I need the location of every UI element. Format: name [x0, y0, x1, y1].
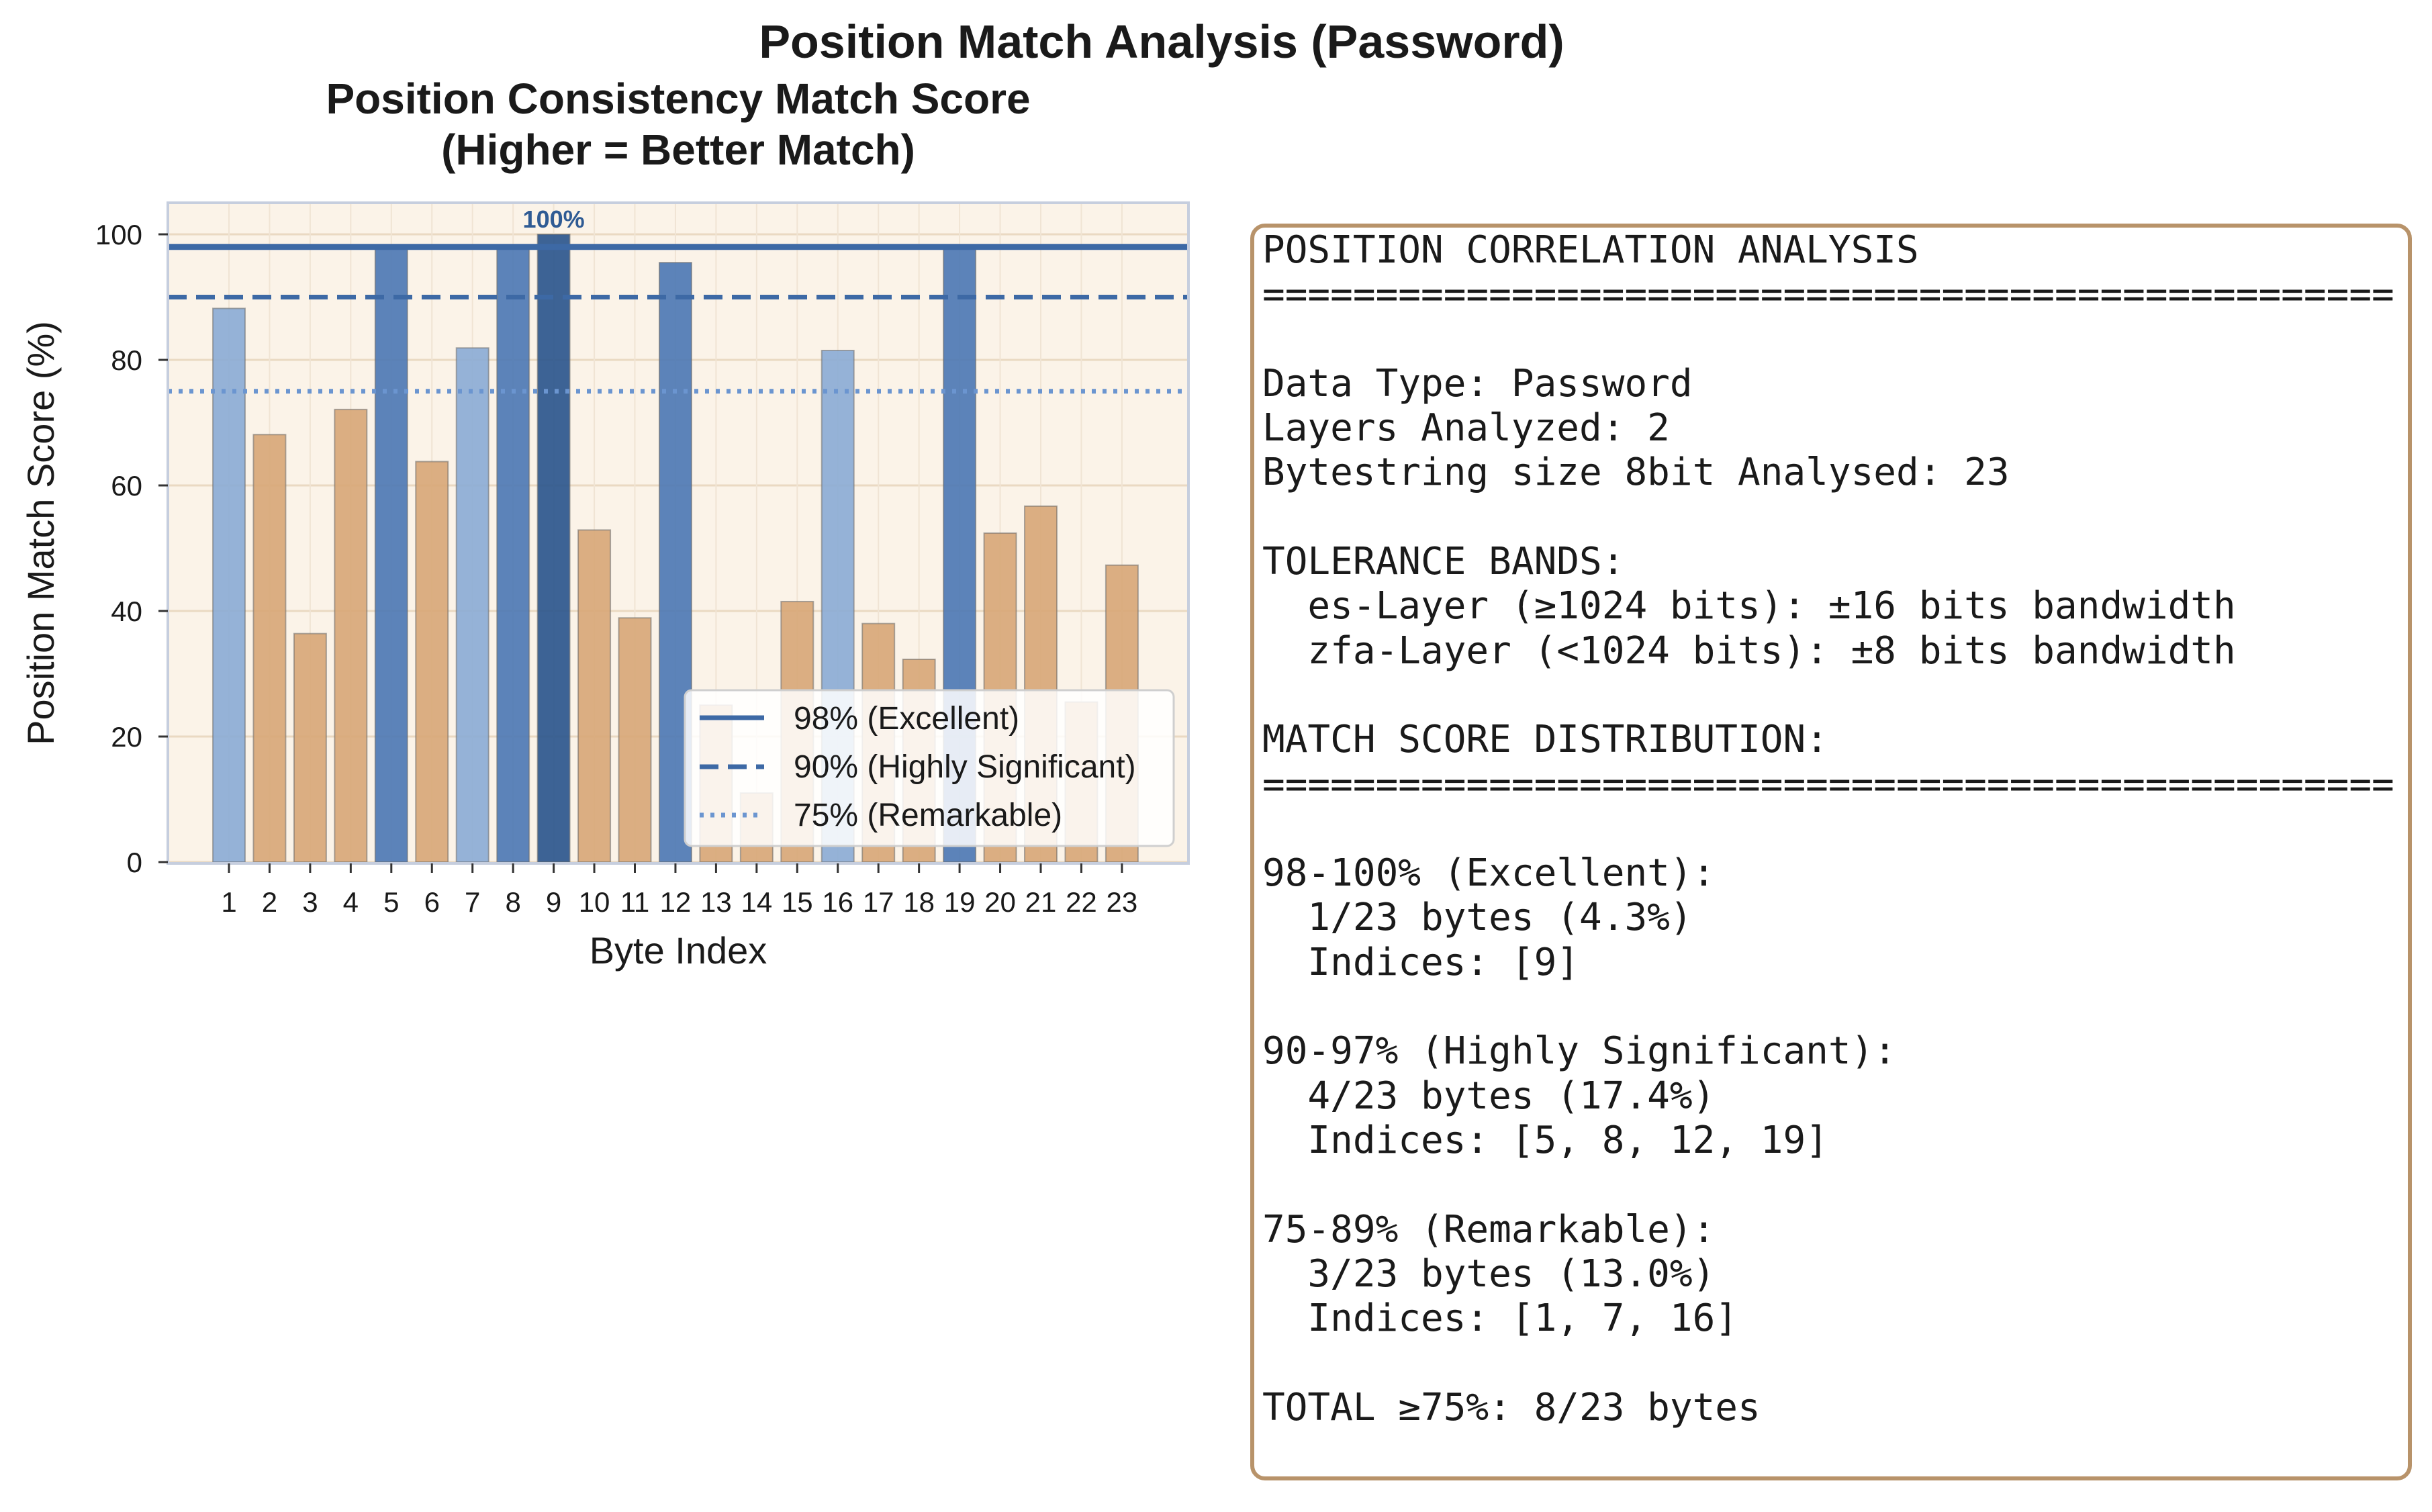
plot-frame [167, 201, 1190, 865]
legend: 98% (Excellent) 90% (Highly Significant)… [684, 689, 1175, 847]
bar-11 [618, 617, 652, 863]
x-tick-label: 14 [741, 886, 772, 918]
y-tick-label: 20 [111, 721, 142, 753]
x-tick-label: 22 [1066, 886, 1097, 918]
x-tick-label: 12 [660, 886, 692, 918]
x-tick-label: 16 [822, 886, 853, 918]
x-tick-label: 1 [221, 886, 236, 918]
y-tick-label: 100 [95, 219, 142, 250]
y-tick-label: 0 [127, 847, 142, 878]
x-tick-label: 19 [944, 886, 976, 918]
x-tick-label: 23 [1107, 886, 1138, 918]
max-bar-annotation: 100% [523, 205, 585, 233]
bar-4 [334, 408, 368, 863]
y-tick-label: 60 [111, 470, 142, 502]
x-tick-label: 21 [1025, 886, 1057, 918]
x-tick-label: 10 [579, 886, 610, 918]
bar-6 [415, 461, 449, 863]
x-tick-label: 13 [700, 886, 732, 918]
x-tick-label: 3 [302, 886, 318, 918]
bar-7 [455, 347, 489, 863]
x-tick-label: 6 [424, 886, 440, 918]
bar-9 [536, 234, 571, 863]
y-tick-label: 80 [111, 344, 142, 376]
bar-2 [252, 434, 287, 863]
legend-label-remarkable: 75% (Remarkable) [794, 798, 1062, 833]
x-tick-label: 2 [262, 886, 277, 918]
bar-1 [212, 308, 246, 863]
y-axis-label: Position Match Score (%) [19, 321, 62, 745]
legend-box [684, 689, 1175, 847]
x-tick-label: 18 [903, 886, 935, 918]
analysis-panel [1250, 224, 2412, 1480]
x-tick-label: 20 [984, 886, 1016, 918]
x-axis-ticks: 1 2 3 4 5 6 7 8 9 10 11 12 13 14 15 16 17 18 19 20 21 22 23 [221, 863, 1137, 918]
x-tick-label: 5 [383, 886, 399, 918]
x-tick-label: 8 [505, 886, 520, 918]
x-tick-label: 17 [863, 886, 894, 918]
reference-lines [168, 244, 1188, 394]
analysis-panel-text: POSITION CORRELATION ANALYSIS ==========… [1262, 228, 2394, 1429]
x-tick-label: 7 [465, 886, 480, 918]
figure-suptitle: Position Match Analysis (Password) [759, 15, 1564, 68]
y-axis-ticks: 0 20 40 60 80 100 [95, 219, 168, 878]
bar-8 [496, 246, 530, 863]
legend-label-highly-significant: 90% (Highly Significant) [794, 749, 1136, 785]
x-tick-label: 15 [782, 886, 813, 918]
bar-3 [293, 632, 327, 863]
chart-title: Position Consistency Match Score [326, 75, 1031, 123]
x-tick-label: 9 [546, 886, 561, 918]
x-tick-label: 4 [343, 886, 359, 918]
x-tick-label: 11 [620, 886, 650, 918]
y-tick-label: 40 [111, 596, 142, 627]
legend-label-excellent: 98% (Excellent) [794, 701, 1019, 737]
bar-10 [577, 529, 612, 863]
bar-5 [374, 246, 408, 863]
chart-subtitle: (Higher = Better Match) [441, 126, 915, 174]
bar-annotations: 100% [523, 205, 585, 233]
x-axis-label: Byte Index [590, 929, 767, 972]
